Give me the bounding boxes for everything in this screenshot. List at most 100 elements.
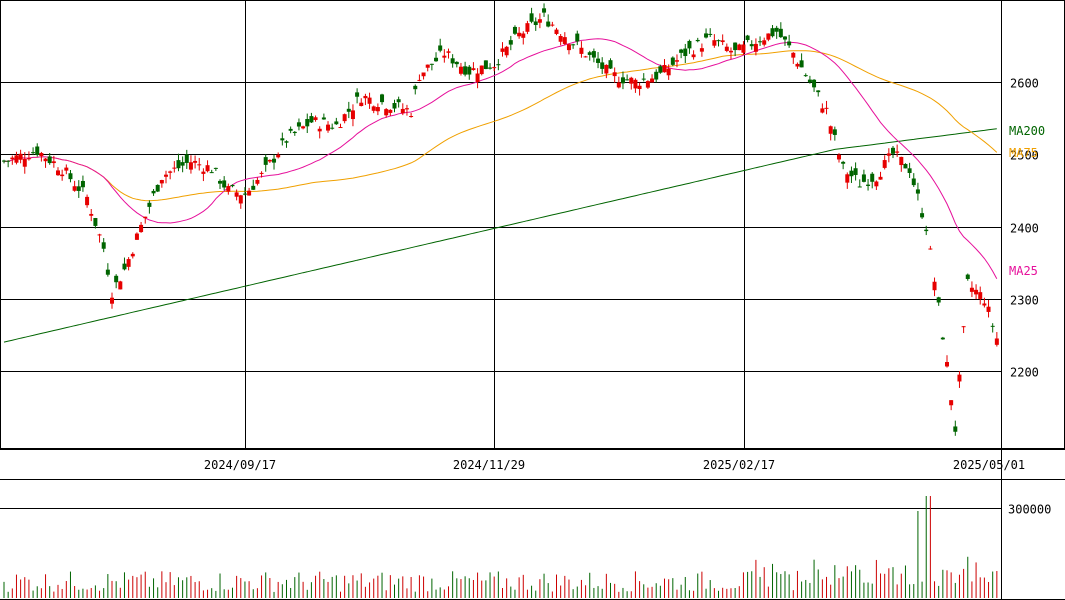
candle-body [591, 51, 596, 58]
candle-body [396, 99, 401, 103]
candle-body [687, 40, 692, 49]
candle-body [600, 62, 605, 69]
candle-body [458, 66, 463, 74]
candle-body [762, 40, 767, 45]
candle-body [301, 126, 306, 129]
date-tick-label: 2025/02/17 [703, 458, 775, 472]
candle-body [542, 8, 547, 13]
candle-body [650, 78, 655, 83]
candle-body [870, 173, 875, 182]
candle-body [321, 117, 326, 120]
ma75-line [3, 50, 998, 202]
candle-body [259, 172, 264, 174]
candle-body [699, 48, 704, 52]
candle-body [218, 180, 223, 184]
candle-body [130, 253, 135, 257]
candle-body [454, 61, 459, 65]
candle-body [550, 24, 555, 26]
candle-body [483, 60, 488, 70]
candle-body [105, 269, 110, 275]
candle-body [305, 119, 310, 127]
candle-body [43, 158, 48, 162]
candle-body [309, 116, 314, 123]
candle-body [342, 114, 347, 122]
price-tick-label: 2400 [1010, 222, 1039, 236]
candle-body [164, 174, 169, 177]
candle-body [566, 44, 571, 51]
candle-body [39, 153, 44, 156]
candle-body [371, 106, 376, 111]
candle-body [920, 213, 925, 218]
candle-body [151, 190, 156, 194]
candle-body [251, 185, 256, 190]
legend-label-ma200: MA200 [1009, 124, 1045, 138]
candle-body [10, 157, 15, 160]
candle-body [612, 72, 617, 77]
candle-body [317, 128, 322, 132]
candle-body [197, 164, 202, 166]
candle-body [355, 92, 360, 97]
candle-body [101, 242, 106, 249]
candle-body [496, 64, 501, 66]
candle-body [222, 180, 227, 188]
ma200-line [3, 128, 997, 343]
price-tick-label: 2300 [1010, 294, 1039, 308]
candle-body [205, 165, 210, 172]
candle-body [492, 67, 497, 69]
price-tick-label: 2500 [1010, 149, 1039, 163]
candle-body [537, 19, 542, 23]
candle-body [533, 21, 538, 26]
candlestick-layer [2, 3, 999, 436]
candle-body [508, 40, 513, 45]
candle-body [467, 66, 472, 75]
candle-body [247, 190, 252, 196]
candle-body [903, 163, 908, 169]
moving-average-layer [3, 38, 998, 343]
candle-body [35, 146, 40, 155]
candle-body [654, 71, 659, 80]
candle-body [521, 33, 526, 38]
candle-body [982, 303, 987, 306]
candle-body [708, 33, 713, 35]
candle-body [782, 36, 787, 40]
candle-body [517, 32, 522, 37]
candle-body [147, 202, 152, 207]
candle-body [853, 168, 858, 175]
candle-body [118, 281, 123, 290]
candle-body [442, 55, 447, 58]
candle-body [126, 259, 131, 267]
candle-body [957, 374, 962, 382]
volume-tick-label: 300000 [1008, 503, 1051, 517]
candle-body [72, 186, 77, 191]
candle-body [895, 151, 900, 153]
price-tick-label: 2600 [1010, 77, 1039, 91]
candle-body [886, 153, 891, 156]
candle-body [500, 48, 505, 52]
candle-body [820, 108, 825, 113]
candle-body [388, 109, 393, 113]
candle-body [666, 68, 671, 76]
candle-body [670, 57, 675, 65]
candle-body [93, 218, 98, 226]
label-layer: 2200 2300 2400 2500 2600 300000 2024/09/17 2024… [204, 77, 1051, 517]
candle-body [350, 110, 355, 120]
candle-body [807, 79, 812, 83]
candle-body [64, 167, 69, 171]
candle-body [80, 180, 85, 188]
candle-body [579, 47, 584, 54]
candle-body [620, 77, 625, 84]
candle-body [691, 54, 696, 58]
candle-body [704, 33, 709, 38]
candle-body [168, 171, 173, 173]
candle-body [184, 154, 189, 163]
candle-body [31, 152, 36, 154]
candle-body [14, 155, 19, 163]
candle-body [857, 186, 862, 188]
candle-body [180, 162, 185, 166]
candle-body [791, 52, 796, 58]
candle-body [479, 65, 484, 75]
candle-body [928, 248, 933, 250]
candle-body [953, 426, 958, 432]
candle-body [22, 158, 27, 167]
